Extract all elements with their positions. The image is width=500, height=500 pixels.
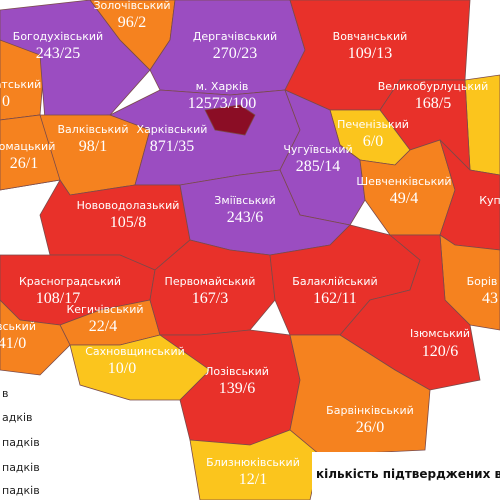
district-name: Кегичівський — [66, 303, 143, 316]
district-value: 43 — [482, 290, 498, 307]
legend: в адків падків падків падків кількість п… — [0, 378, 500, 500]
district-value: 109/13 — [348, 45, 392, 62]
district-value: 98/1 — [79, 138, 107, 155]
district-name: Близнюківський — [206, 456, 300, 469]
district-value: 167/3 — [192, 290, 228, 307]
district-name: Великобурлуцький — [378, 80, 489, 93]
region — [279, 89, 366, 226]
district-value: 139/6 — [219, 380, 255, 397]
legend-box — [312, 452, 500, 500]
district-value: 6/0 — [363, 133, 383, 150]
district-name: Сахновщинський — [85, 345, 185, 358]
district-value: 10/0 — [108, 360, 136, 377]
district-value: 108/17 — [36, 290, 80, 307]
district-value: 285/14 — [296, 158, 340, 175]
district-name: м. Харків — [196, 80, 249, 93]
district-value: 243/25 — [36, 45, 80, 62]
district-name: Лозівський — [205, 365, 269, 378]
district-name: Чугуївський — [283, 143, 352, 156]
legend-item: падків — [2, 461, 40, 474]
district-value: 26/1 — [10, 155, 38, 172]
district-name: Богодухівський — [13, 30, 103, 43]
legend-item: адків — [2, 411, 33, 424]
legend-caption: кількість підтверджених в — [316, 467, 500, 481]
district-value: 270/23 — [213, 45, 257, 62]
district-name: Шевченківський — [356, 175, 451, 188]
district-name: Зміївський — [214, 194, 275, 207]
district-name: вський — [0, 320, 36, 333]
district-value: 243/6 — [227, 209, 263, 226]
legend-box — [0, 378, 75, 500]
district-value: 168/5 — [415, 95, 451, 112]
district-value: 41/0 — [0, 335, 26, 352]
district-name: Борів — [467, 275, 498, 288]
district-name: Вовчанський — [333, 30, 408, 43]
district-value: 12573/100 — [188, 95, 256, 112]
district-name: Дергачівський — [193, 30, 277, 43]
labels: Золочівський 96/2 Богодухівський 243/25 … — [0, 0, 500, 488]
district-value: 0 — [2, 93, 10, 110]
region — [149, 239, 276, 336]
district-value: 49/4 — [390, 190, 418, 207]
district-value: 871/35 — [150, 138, 194, 155]
legend-item: падків — [2, 484, 40, 497]
district-value: 22/4 — [89, 318, 117, 335]
region — [289, 334, 431, 456]
district-name: Валківський — [58, 123, 129, 136]
district-value: 26/0 — [356, 419, 384, 436]
legend-item: падків — [2, 436, 40, 449]
district-name: омацький — [0, 140, 55, 153]
district-name: атський — [0, 78, 41, 91]
district-value: 162/11 — [313, 290, 357, 307]
district-name: Харківський — [137, 123, 208, 136]
legend-item: в — [2, 387, 8, 400]
region — [204, 104, 256, 136]
district-name: Печенізький — [337, 118, 409, 131]
district-name: Барвінківський — [326, 404, 414, 417]
district-value: 120/6 — [422, 343, 458, 360]
district-name: Куп — [479, 194, 500, 207]
district-name: Балаклійський — [292, 275, 377, 288]
district-name: Золочівський — [93, 0, 170, 12]
district-value: 96/2 — [118, 14, 146, 31]
district-name: Первомайський — [165, 275, 256, 288]
district-name: Ізюмський — [410, 327, 470, 340]
district-value: 105/8 — [110, 214, 146, 231]
district-name: Нововодолазький — [77, 199, 180, 212]
district-value: 12/1 — [239, 471, 267, 488]
district-name: Красноградський — [19, 275, 121, 288]
